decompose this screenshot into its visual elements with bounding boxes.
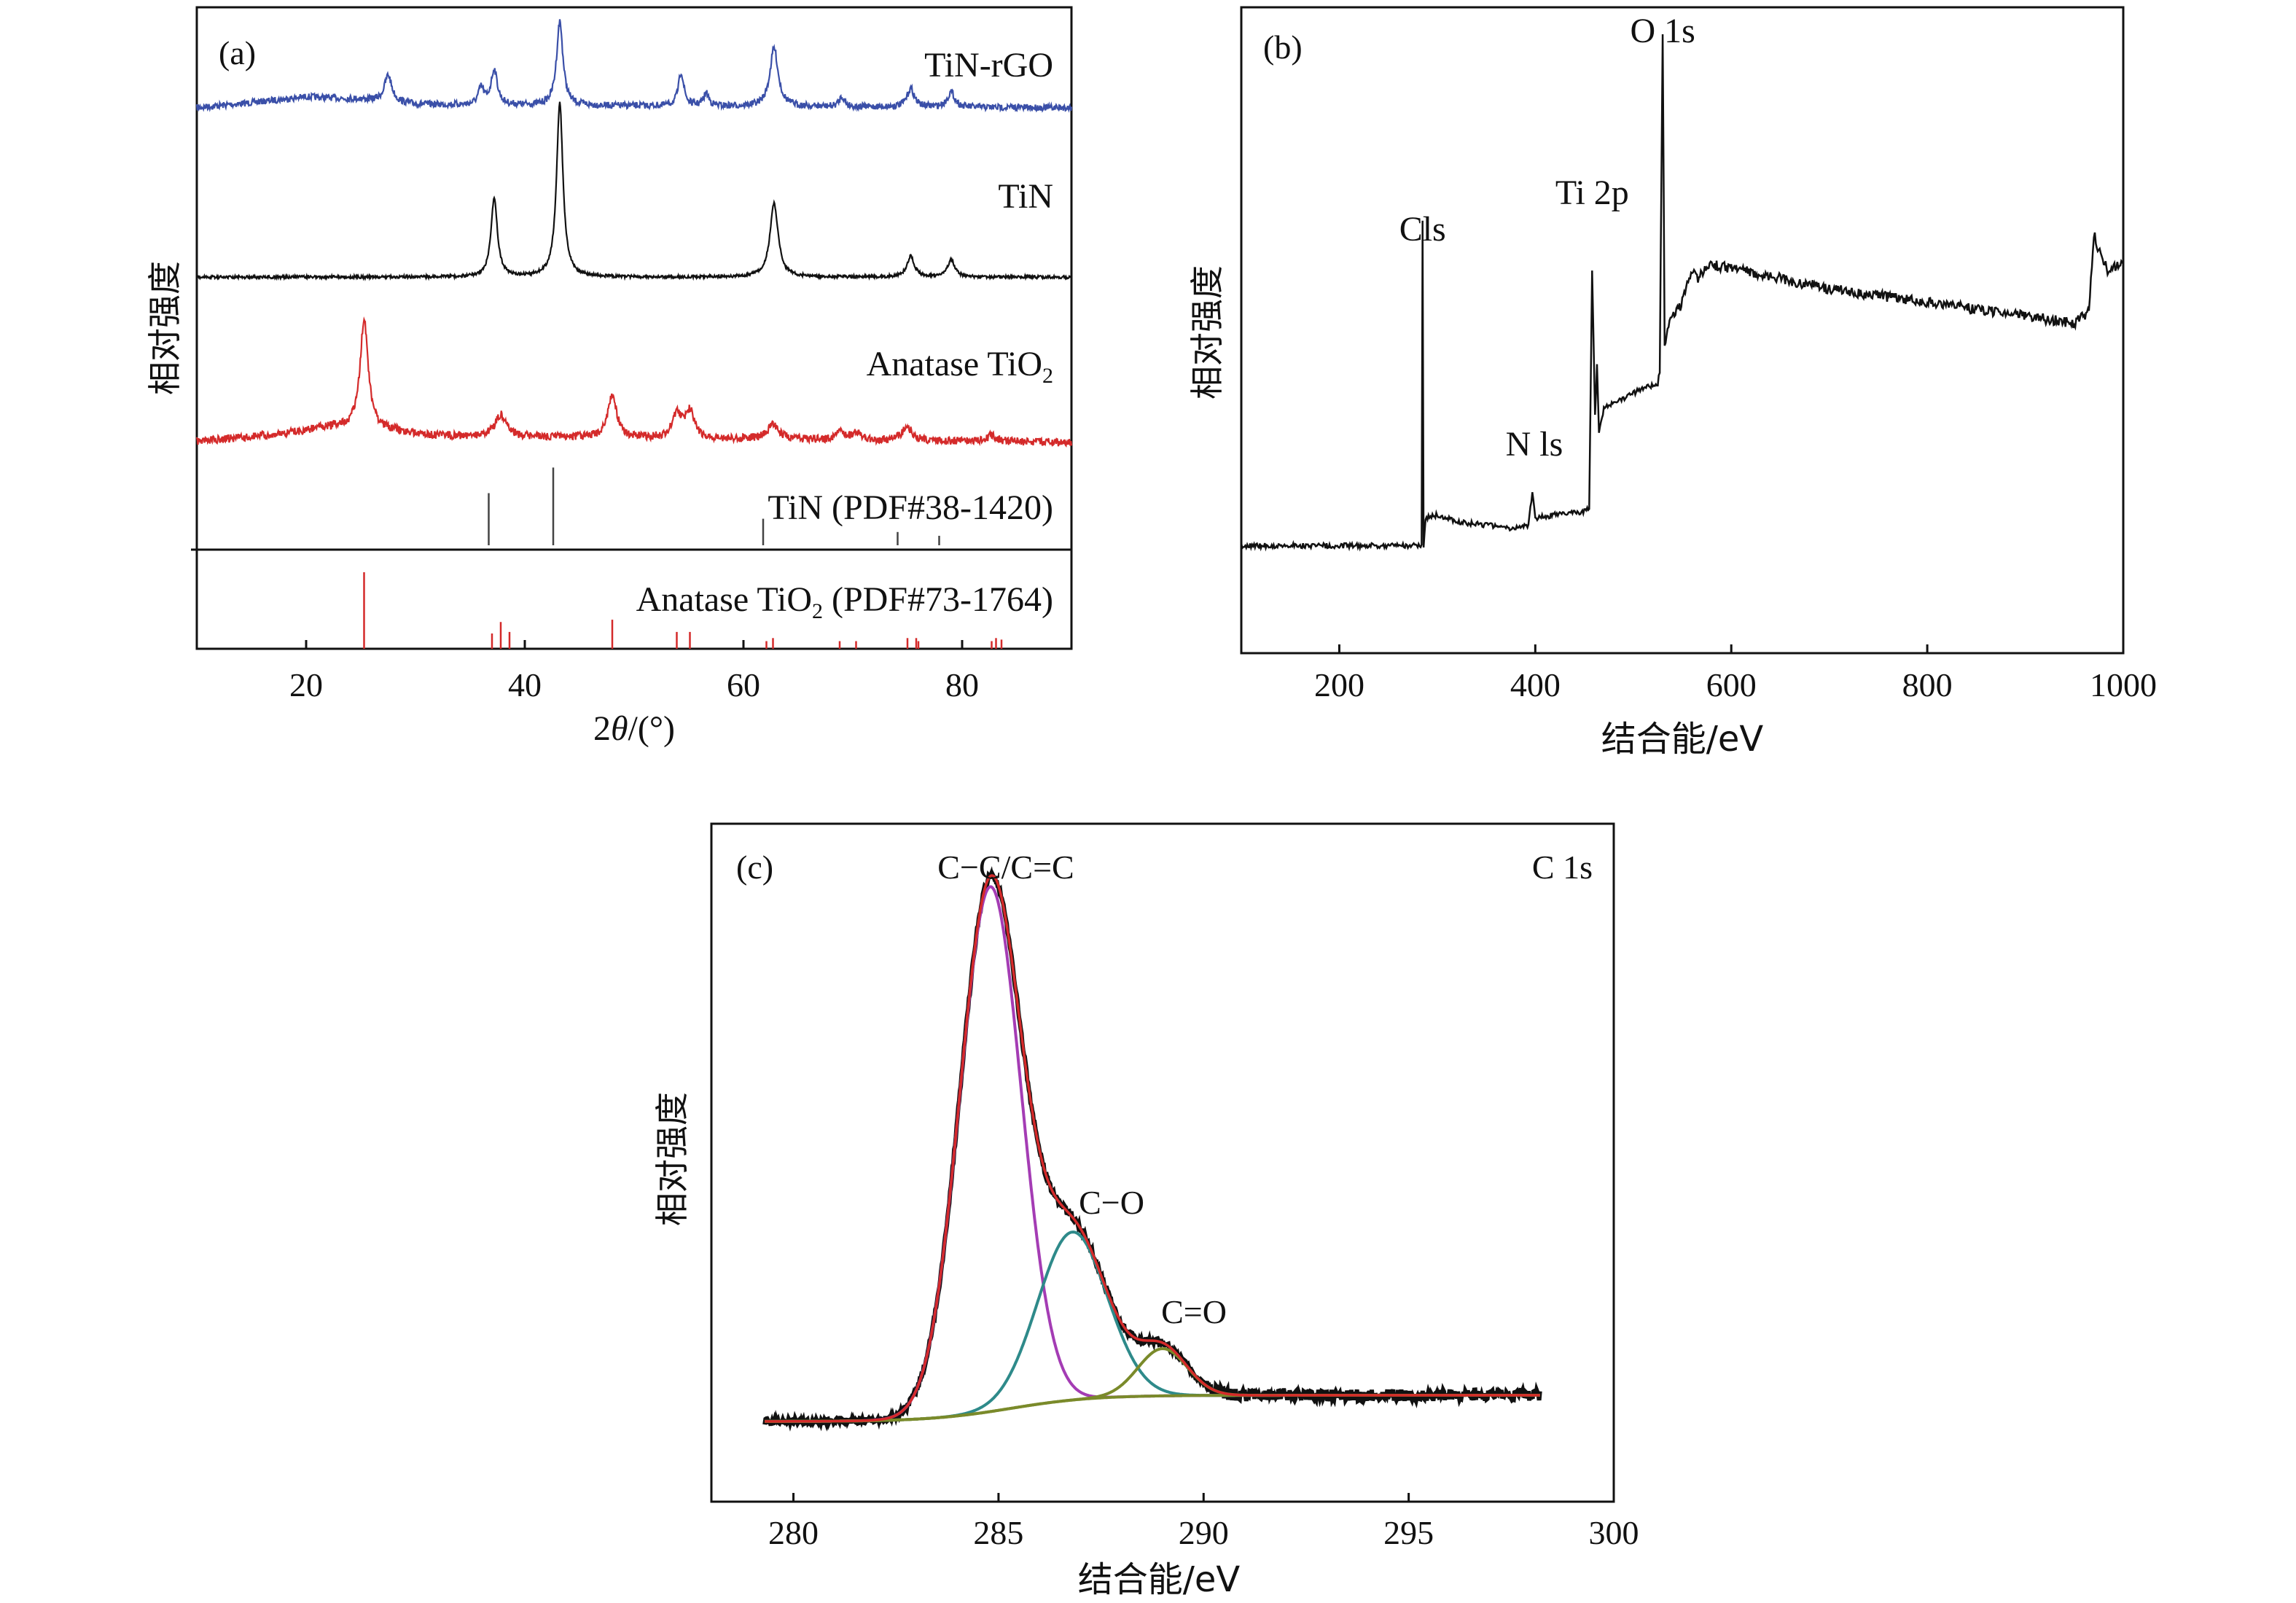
x-tick-label: 800: [1902, 666, 1953, 703]
peak-annotation: O 1s: [1630, 12, 1695, 50]
x-tick-label: 20: [289, 666, 323, 703]
panel-a: (a) 20 40 60 80 TiN-rGO TiN Anatase TiO2 Ti…: [145, 6, 1073, 748]
panel-a-y-label: 相对强度: [145, 261, 184, 395]
panel-b-y-label: 相对强度: [1187, 265, 1227, 399]
x-tick-label: 80: [945, 666, 979, 703]
panel-c-x-label: 结合能/eV: [1078, 1559, 1241, 1600]
panel-c-x-ticks: 280 285 290 295 300: [768, 1493, 1639, 1551]
x-tick-label: 280: [768, 1514, 819, 1551]
panel-a-series-group: [195, 19, 1073, 448]
series-label-tin: TiN: [998, 177, 1053, 216]
x-tick-label: 200: [1314, 666, 1364, 703]
x-tick-label: 285: [973, 1514, 1023, 1551]
series-line-1: [195, 101, 1072, 281]
panel-a-x-label: 2θ/(°): [593, 709, 675, 748]
panel-c-corner-label: C 1s: [1532, 849, 1593, 886]
x-tick-label: 400: [1510, 666, 1561, 703]
panel-a-frame: [195, 6, 1073, 650]
x-tick-label: 300: [1589, 1514, 1639, 1551]
panel-c-fit-group: [762, 866, 1542, 1432]
x-tick-label: 40: [508, 666, 542, 703]
panel-b-spectrum-group: [1240, 34, 2125, 552]
component-label-co: C−O: [1079, 1184, 1144, 1221]
panel-b-frame: [1240, 6, 2125, 655]
x-tick-label: 1000: [2090, 666, 2157, 703]
panel-b-x-ticks: 200 400 600 800 1000: [1314, 644, 2157, 703]
ref-label-tin: TiN (PDF#38-1420): [768, 488, 1053, 527]
series-label-tin-rgo: TiN-rGO: [924, 46, 1053, 85]
x-tick-label: 600: [1706, 666, 1757, 703]
xps-survey-line: [1240, 34, 2125, 552]
peak-annotation: N ls: [1506, 425, 1563, 464]
x-tick-label: 60: [727, 666, 760, 703]
panel-b-letter: (b): [1263, 28, 1303, 66]
panel-a-reference-group: [363, 467, 1003, 649]
component-label-c-double-o: C=O: [1161, 1293, 1227, 1330]
panel-b-annotations: Cls N ls Ti 2p O 1s: [1399, 12, 1695, 464]
series-line-2: [195, 316, 1073, 448]
component-label-cc: C−C/C=C: [937, 849, 1074, 886]
panel-c-frame: [710, 822, 1615, 1503]
panel-a-letter: (a): [219, 34, 256, 71]
panel-c-letter: (c): [736, 849, 773, 886]
ref-label-anatase: Anatase TiO2 (PDF#73-1764): [636, 580, 1053, 623]
x-tick-label: 295: [1383, 1514, 1434, 1551]
panel-b-x-label: 结合能/eV: [1601, 719, 1764, 760]
peak-annotation: Cls: [1399, 210, 1446, 249]
x-tick-label: 290: [1179, 1514, 1229, 1551]
series-line-0: [195, 19, 1073, 113]
series-label-anatase: Anatase TiO2: [867, 345, 1053, 388]
panel-a-x-ticks: 20 40 60 80: [289, 640, 979, 703]
panel-b: (b) 200 400 600 800 1000 Cls N ls Ti 2p O 1s 结合…: [1187, 6, 2157, 760]
fit-envelope-line: [765, 874, 1540, 1423]
c1s-raw-line: [762, 866, 1542, 1432]
panel-c-y-label: 相对强度: [652, 1092, 692, 1226]
peak-annotation: Ti 2p: [1555, 173, 1629, 212]
panel-c: (c) C 1s 280 285 290 295 300 C−C/C=C C−O C=O…: [652, 822, 1639, 1600]
